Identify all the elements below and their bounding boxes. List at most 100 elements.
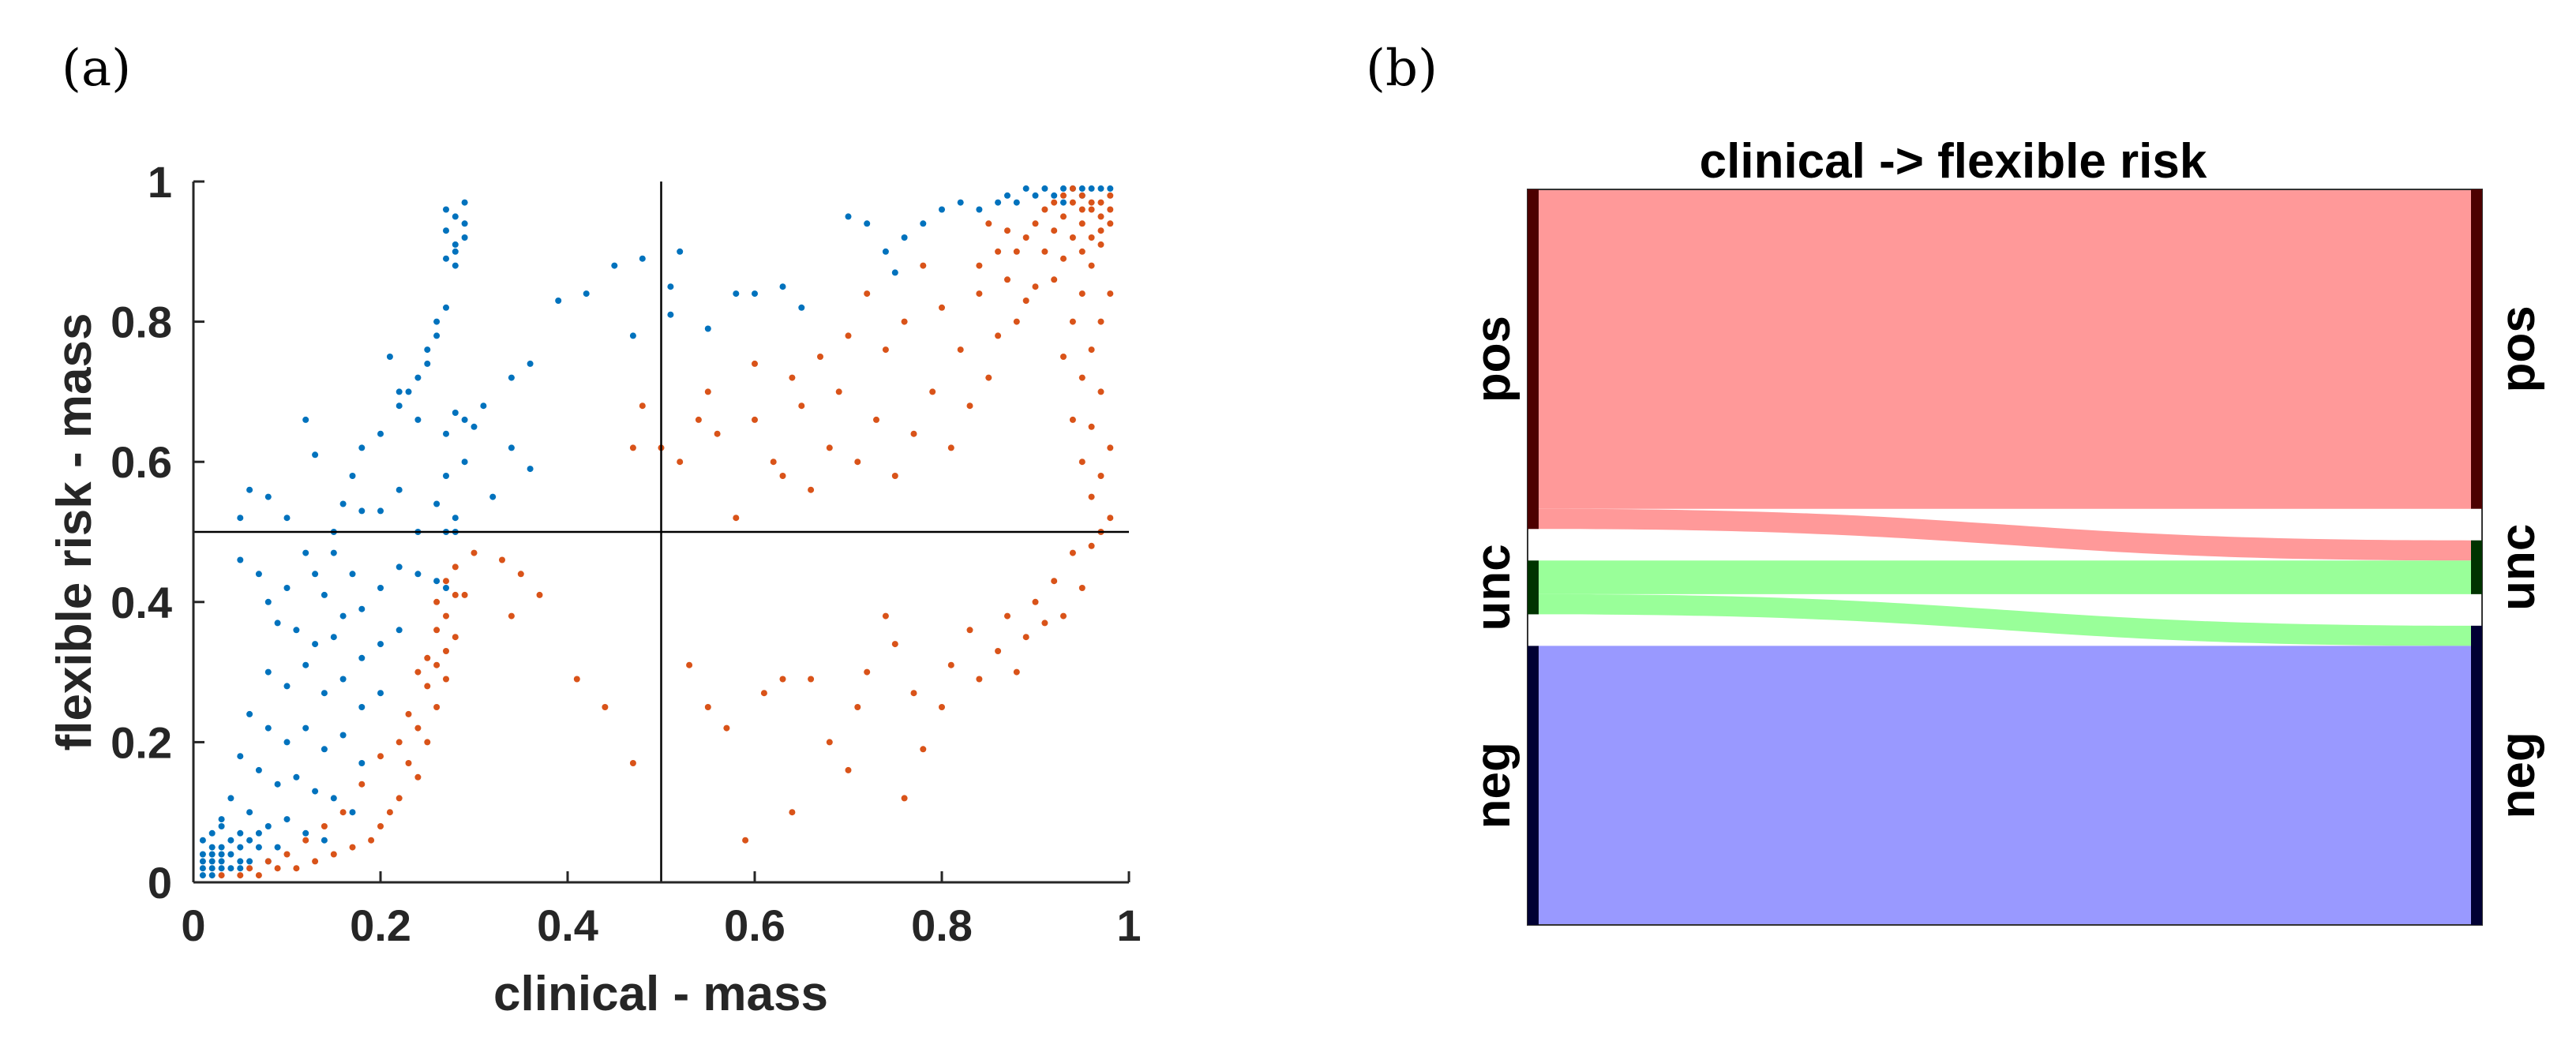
scatter-point-orange [910, 430, 917, 437]
scatter-point-orange [639, 402, 646, 410]
scatter-point-orange [452, 591, 459, 598]
y-ticks: 0 0.2 0.4 0.6 0.8 1 [111, 157, 204, 908]
scatter-point-orange [742, 837, 749, 844]
scatter-point-blue [283, 816, 291, 823]
scatter-point-blue [405, 388, 412, 395]
sankey-flows [1527, 189, 2483, 926]
scatter-point-orange [424, 683, 431, 690]
scatter-point-blue [461, 199, 468, 206]
scatter-point-blue [443, 255, 449, 262]
scatter-point-orange [1060, 354, 1067, 360]
scatter-point-orange [939, 704, 945, 710]
scatter-point-orange [835, 388, 842, 395]
sankey-bar-left-neg [1528, 646, 1539, 925]
scatter-point-blue [283, 683, 291, 690]
scatter-point-blue [208, 844, 216, 851]
scatter-point-orange [573, 676, 580, 683]
scatter-point-blue [480, 402, 487, 410]
scatter-point-orange [976, 290, 983, 298]
scatter-point-orange [443, 676, 449, 683]
scatter-point-orange [414, 773, 422, 781]
scatter-point-orange [826, 739, 833, 746]
scatter-point-orange [873, 416, 879, 423]
scatter-point-orange [414, 724, 422, 732]
scatter-point-blue [1078, 185, 1086, 192]
scatter-point-blue [396, 388, 403, 395]
x-tick-label: 0.2 [350, 900, 411, 950]
scatter-point-orange [1107, 192, 1114, 199]
sankey-flow-neg-to-neg [1539, 646, 2471, 925]
scatter-point-blue [882, 248, 889, 255]
scatter-point-orange [1107, 290, 1114, 298]
scatter-point-blue [1051, 192, 1058, 199]
scatter-point-blue [208, 851, 216, 858]
scatter-point-blue [798, 304, 805, 311]
scatter-point-blue [358, 704, 366, 710]
scatter-point-orange [695, 416, 702, 423]
y-tick-label: 0.6 [111, 437, 172, 487]
scatter-point-orange [1051, 276, 1058, 283]
scatter-point-orange [798, 402, 805, 410]
scatter-point-orange [779, 676, 786, 683]
scatter-point-orange [461, 591, 468, 598]
scatter-point-blue [629, 332, 636, 339]
scatter-point-blue [330, 634, 337, 641]
scatter-point-blue [293, 627, 300, 634]
scatter-point-orange [1078, 585, 1086, 591]
scatter-point-orange [1097, 227, 1104, 234]
scatter-point-blue [237, 556, 244, 563]
sankey-bar-left-unc [1528, 560, 1539, 615]
scatter-point-orange [1060, 612, 1067, 620]
sankey-label-right-pos: pos [2491, 305, 2545, 392]
y-tick-label: 0.4 [111, 578, 172, 627]
scatter-point-orange [1022, 298, 1029, 304]
scatter-point-orange [882, 346, 889, 354]
scatter-point-blue [218, 858, 225, 865]
scatter-point-orange [405, 710, 412, 717]
scatter-point-blue [527, 466, 534, 473]
panel-label-b: (b) [1366, 39, 1438, 98]
scatter-point-orange [452, 563, 459, 571]
scatter-point-orange [508, 612, 515, 620]
scatter-point-blue [237, 865, 244, 872]
scatter-axes [192, 182, 1129, 884]
scatter-point-orange [1032, 220, 1039, 227]
y-axis-label: flexible risk - mass [47, 313, 102, 751]
scatter-point-blue [218, 844, 225, 851]
scatter-point-blue [1107, 185, 1114, 192]
scatter-point-blue [349, 571, 356, 578]
panel-label-a: (a) [62, 39, 131, 98]
scatter-point-blue [199, 872, 206, 879]
scatter-point-blue [321, 591, 328, 598]
scatter-point-orange [1097, 388, 1104, 395]
scatter-point-blue [377, 641, 384, 648]
scatter-point-blue [208, 865, 216, 872]
sankey-bar-right-neg [2471, 625, 2482, 925]
scatter-point-orange [1032, 283, 1039, 290]
scatter-point-blue [452, 262, 459, 269]
scatter-point-orange [1088, 493, 1095, 500]
scatter-point-orange [1107, 515, 1114, 522]
scatter-point-orange [1078, 459, 1086, 466]
scatter-point-blue [208, 829, 216, 837]
scatter-point-blue [339, 732, 347, 739]
scatter-point-orange [1078, 206, 1086, 213]
scatter-point-blue [330, 795, 337, 802]
scatter-point-orange [1069, 549, 1076, 556]
scatter-point-blue [283, 585, 291, 591]
scatter-point-orange [752, 360, 758, 367]
scatter-point-orange [752, 416, 758, 423]
scatter-point-orange [808, 486, 815, 493]
scatter-point-orange [891, 473, 898, 479]
x-tick-label: 1 [1116, 900, 1141, 950]
scatter-point-blue [302, 416, 309, 423]
scatter-point-blue [199, 837, 206, 844]
scatter-point-orange [255, 872, 262, 879]
scatter-point-blue [527, 360, 534, 367]
scatter-point-orange [396, 795, 403, 802]
scatter-point-blue [377, 690, 384, 697]
scatter-point-blue [283, 739, 291, 746]
scatter-point-orange [976, 262, 983, 269]
scatter-point-blue [321, 837, 328, 844]
